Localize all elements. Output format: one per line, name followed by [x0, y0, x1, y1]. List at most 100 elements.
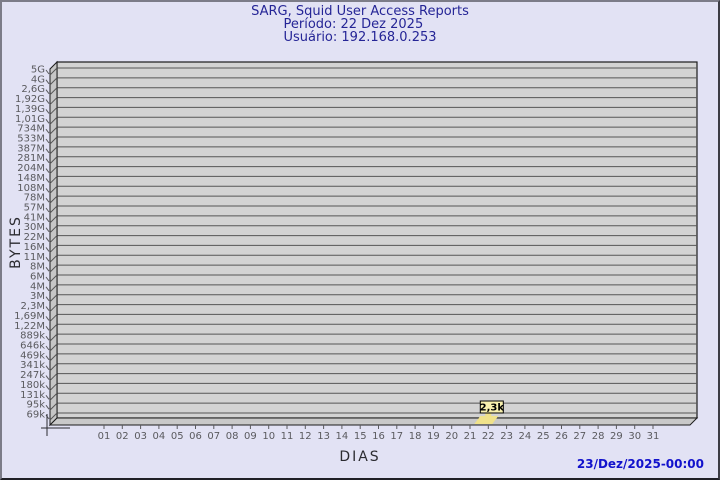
y-tick-label: 1,01G [15, 114, 45, 125]
y-tick [45, 168, 50, 173]
y-tick [45, 227, 50, 233]
y-tick [45, 296, 50, 302]
y-tick [45, 158, 50, 164]
y-tick [45, 138, 50, 144]
wall-gridline [49, 343, 58, 352]
wall-gridline [49, 402, 58, 411]
x-tick-label: 21 [464, 431, 477, 442]
plot-left-wall [49, 60, 58, 427]
y-tick-label: 180k [20, 380, 45, 391]
wall-gridline [49, 333, 58, 342]
y-tick-label: 281M [17, 153, 45, 164]
y-tick-label: 6M [30, 272, 45, 283]
y-tick [45, 178, 50, 183]
y-tick [45, 69, 50, 75]
x-tick-label: 06 [189, 431, 202, 442]
y-tick-label: 646k [20, 341, 45, 352]
wall-gridline [49, 363, 58, 372]
wall-gridline [49, 176, 58, 184]
x-tick-label: 26 [555, 431, 568, 442]
chart-user: Usuário: 192.168.0.253 [283, 30, 437, 45]
x-tick-label: 15 [354, 431, 367, 442]
y-tick-label: 8M [30, 262, 45, 273]
wall-gridline [49, 87, 58, 96]
x-tick-label: 25 [537, 431, 550, 442]
y-tick-label: 4M [30, 281, 45, 292]
x-tick-label: 13 [317, 431, 330, 442]
y-tick-label: 889k [20, 331, 45, 342]
y-tick [45, 247, 50, 252]
y-tick-label: 95k [26, 400, 45, 411]
wall-gridline [49, 304, 58, 312]
y-tick [45, 217, 50, 223]
y-tick-label: 734M [17, 124, 45, 135]
wall-gridline [49, 225, 58, 234]
y-tick-label: 469k [20, 350, 45, 361]
x-tick-label: 09 [244, 431, 257, 442]
y-tick [45, 276, 50, 282]
wall-gridline [49, 67, 58, 76]
chart-subtitle-block: Período: 22 Dez 2025 Usuário: 192.168.0.… [283, 18, 436, 44]
x-tick-label: 04 [153, 431, 166, 442]
y-tick [45, 316, 50, 321]
y-tick-label: 148M [17, 173, 45, 184]
wall-gridline [49, 215, 58, 224]
wall-gridline [49, 264, 58, 273]
y-tick-label: 4G [31, 74, 45, 85]
wall-gridline [49, 245, 58, 253]
x-tick-label: 05 [171, 431, 184, 442]
y-tick [45, 394, 50, 400]
y-tick [45, 197, 50, 203]
y-tick-label: 1,22M [14, 321, 45, 332]
y-tick-label: 78M [24, 193, 45, 204]
x-tick-label: 03 [134, 431, 147, 442]
y-tick-label: 16M [24, 242, 45, 253]
x-tick-label: 28 [592, 431, 605, 442]
wall-gridline [49, 146, 58, 155]
y-tick [45, 385, 50, 390]
x-tick-label: 14 [336, 431, 349, 442]
bar-value-flag [479, 400, 504, 414]
y-tick [45, 286, 50, 292]
wall-gridline [49, 136, 58, 145]
plot-floor [48, 417, 699, 426]
wall-gridline [49, 97, 58, 105]
wall-gridline [49, 205, 58, 214]
y-tick [45, 128, 50, 134]
y-tick [45, 118, 50, 124]
chart-title: SARG, Squid User Access Reports [251, 4, 469, 19]
y-tick [45, 99, 50, 104]
y-tick-label: 108M [17, 183, 45, 194]
y-tick [45, 89, 50, 95]
x-tick-label: 07 [207, 431, 220, 442]
y-tick [45, 365, 50, 371]
wall-gridline [49, 77, 58, 86]
wall-gridline [49, 116, 58, 125]
y-tick [45, 148, 50, 154]
y-tick-label: 3M [30, 291, 45, 302]
x-tick-label: 11 [281, 431, 294, 442]
y-tick-label: 204M [17, 163, 45, 174]
wall-gridline [49, 166, 58, 174]
y-tick [45, 109, 50, 114]
x-tick-label: 24 [519, 431, 532, 442]
wall-gridline [49, 323, 58, 332]
generated-timestamp: 23/Dez/2025-00:00 [576, 457, 704, 471]
wall-gridline [49, 107, 58, 115]
y-tick-label: 387M [17, 143, 45, 154]
wall-gridline [49, 353, 58, 362]
y-tick-label: 247k [20, 370, 45, 381]
x-tick-label: 16 [372, 431, 385, 442]
x-tick-label: 12 [299, 431, 312, 442]
wall-gridline [49, 156, 58, 165]
y-tick-label: 69k [26, 410, 45, 421]
y-tick-label: 131k [20, 390, 45, 401]
wall-gridline [49, 274, 58, 283]
x-tick-label: 30 [628, 431, 641, 442]
wall-gridline [49, 392, 58, 401]
wall-gridline [49, 314, 58, 322]
x-tick-label: 23 [500, 431, 513, 442]
y-tick-label: 5G [31, 65, 45, 76]
chart-period: Período: 22 Dez 2025 [283, 17, 424, 32]
y-tick [45, 79, 50, 85]
